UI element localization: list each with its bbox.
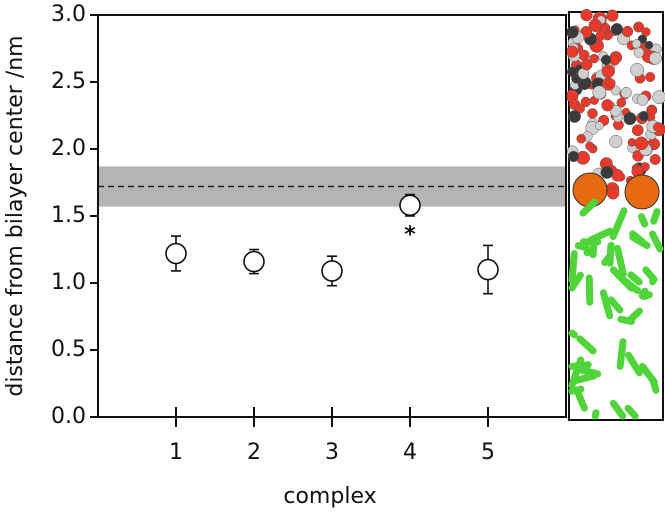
y-tick-label: 2.0 [51, 136, 86, 161]
lipid-chain [616, 338, 627, 370]
x-axis-label: complex [283, 484, 376, 509]
y-tick-label: 2.5 [51, 69, 86, 94]
atom [581, 58, 593, 71]
atom [634, 136, 649, 151]
atom [566, 45, 579, 58]
atom [594, 121, 604, 131]
atom [588, 18, 602, 33]
atom [647, 105, 658, 116]
atom [633, 47, 645, 58]
lipid-chain [640, 291, 653, 301]
lipid-chain [579, 198, 599, 217]
atom [566, 66, 578, 78]
molecule-image [565, 9, 665, 421]
lipid-chain [609, 399, 627, 420]
lipid-chain [607, 296, 624, 314]
atom [609, 134, 623, 149]
atom [653, 122, 664, 133]
atom [568, 110, 581, 123]
lipid-chain [617, 315, 636, 325]
atom [633, 21, 645, 33]
atom [589, 53, 599, 64]
atom [623, 112, 637, 126]
lipid-chain [650, 208, 661, 225]
atom [576, 133, 587, 144]
atom [621, 25, 634, 38]
y-tick-label: 1.5 [51, 203, 86, 228]
atom [600, 165, 614, 179]
atom [606, 9, 619, 22]
atom [630, 63, 645, 77]
atom [645, 72, 656, 83]
lipid-chain [624, 351, 643, 377]
atom [566, 26, 579, 39]
lipid-chain [568, 250, 578, 284]
annotation: * [404, 222, 416, 247]
marker [165, 242, 187, 265]
lipid-chain [624, 404, 639, 420]
plot-frame [97, 14, 567, 418]
atom [601, 64, 616, 78]
x-tick-label: 4 [403, 440, 417, 465]
atom [620, 87, 632, 99]
atom [587, 108, 598, 119]
x-tick-label: 2 [247, 440, 261, 465]
lipid-chain [585, 274, 594, 306]
y-axis-label: distance from bilayer center /nm [3, 35, 28, 396]
lipid-chain [629, 230, 646, 246]
x-tick-label: 5 [481, 440, 495, 465]
lipid-chain [568, 329, 578, 339]
atom [606, 187, 620, 200]
ion [624, 174, 660, 210]
atom [606, 78, 616, 88]
atom [636, 93, 649, 106]
lipid-chain [649, 275, 657, 286]
atom [649, 51, 662, 65]
lipid-chain [568, 361, 592, 370]
atom [631, 124, 644, 137]
lipid-chain [627, 271, 643, 286]
lipid-chain [568, 271, 584, 292]
lipid-chain [589, 237, 598, 259]
atom [638, 110, 649, 122]
x-tick-label: 3 [325, 440, 339, 465]
lipid-chain [649, 230, 664, 253]
y-tick-label: 3.0 [51, 2, 86, 27]
atom [611, 169, 624, 182]
atom [610, 23, 623, 36]
x-tick-label: 1 [169, 440, 183, 465]
lipid-chain [574, 242, 586, 251]
lipid-chain [614, 244, 627, 278]
lipid-chain [637, 213, 649, 228]
lipid-chain [568, 385, 585, 395]
lipid-chain [591, 409, 600, 420]
marker [477, 258, 499, 281]
lipid-chain [599, 289, 614, 320]
y-tick-label: 0.5 [51, 337, 86, 362]
atom [652, 90, 665, 104]
lipid-chain [573, 387, 588, 412]
atom [585, 141, 595, 151]
lipid-chain [571, 372, 598, 385]
y-tick-label: 0.0 [51, 404, 86, 429]
atom [601, 99, 614, 112]
lipid-chain [576, 335, 597, 355]
lipid-chain [606, 242, 615, 267]
lipid-chain [649, 377, 660, 394]
atom [649, 153, 661, 165]
y-tick-label: 1.0 [51, 270, 86, 295]
atom [580, 9, 593, 22]
atom [595, 30, 607, 41]
marker [321, 260, 343, 282]
marker [243, 250, 265, 273]
atom [631, 39, 642, 49]
lipid-chain [609, 207, 628, 241]
marker [399, 194, 421, 217]
atom [592, 85, 607, 100]
atom [600, 54, 612, 66]
atom [644, 40, 654, 50]
lipid-chain [609, 266, 635, 292]
atom [567, 150, 580, 163]
